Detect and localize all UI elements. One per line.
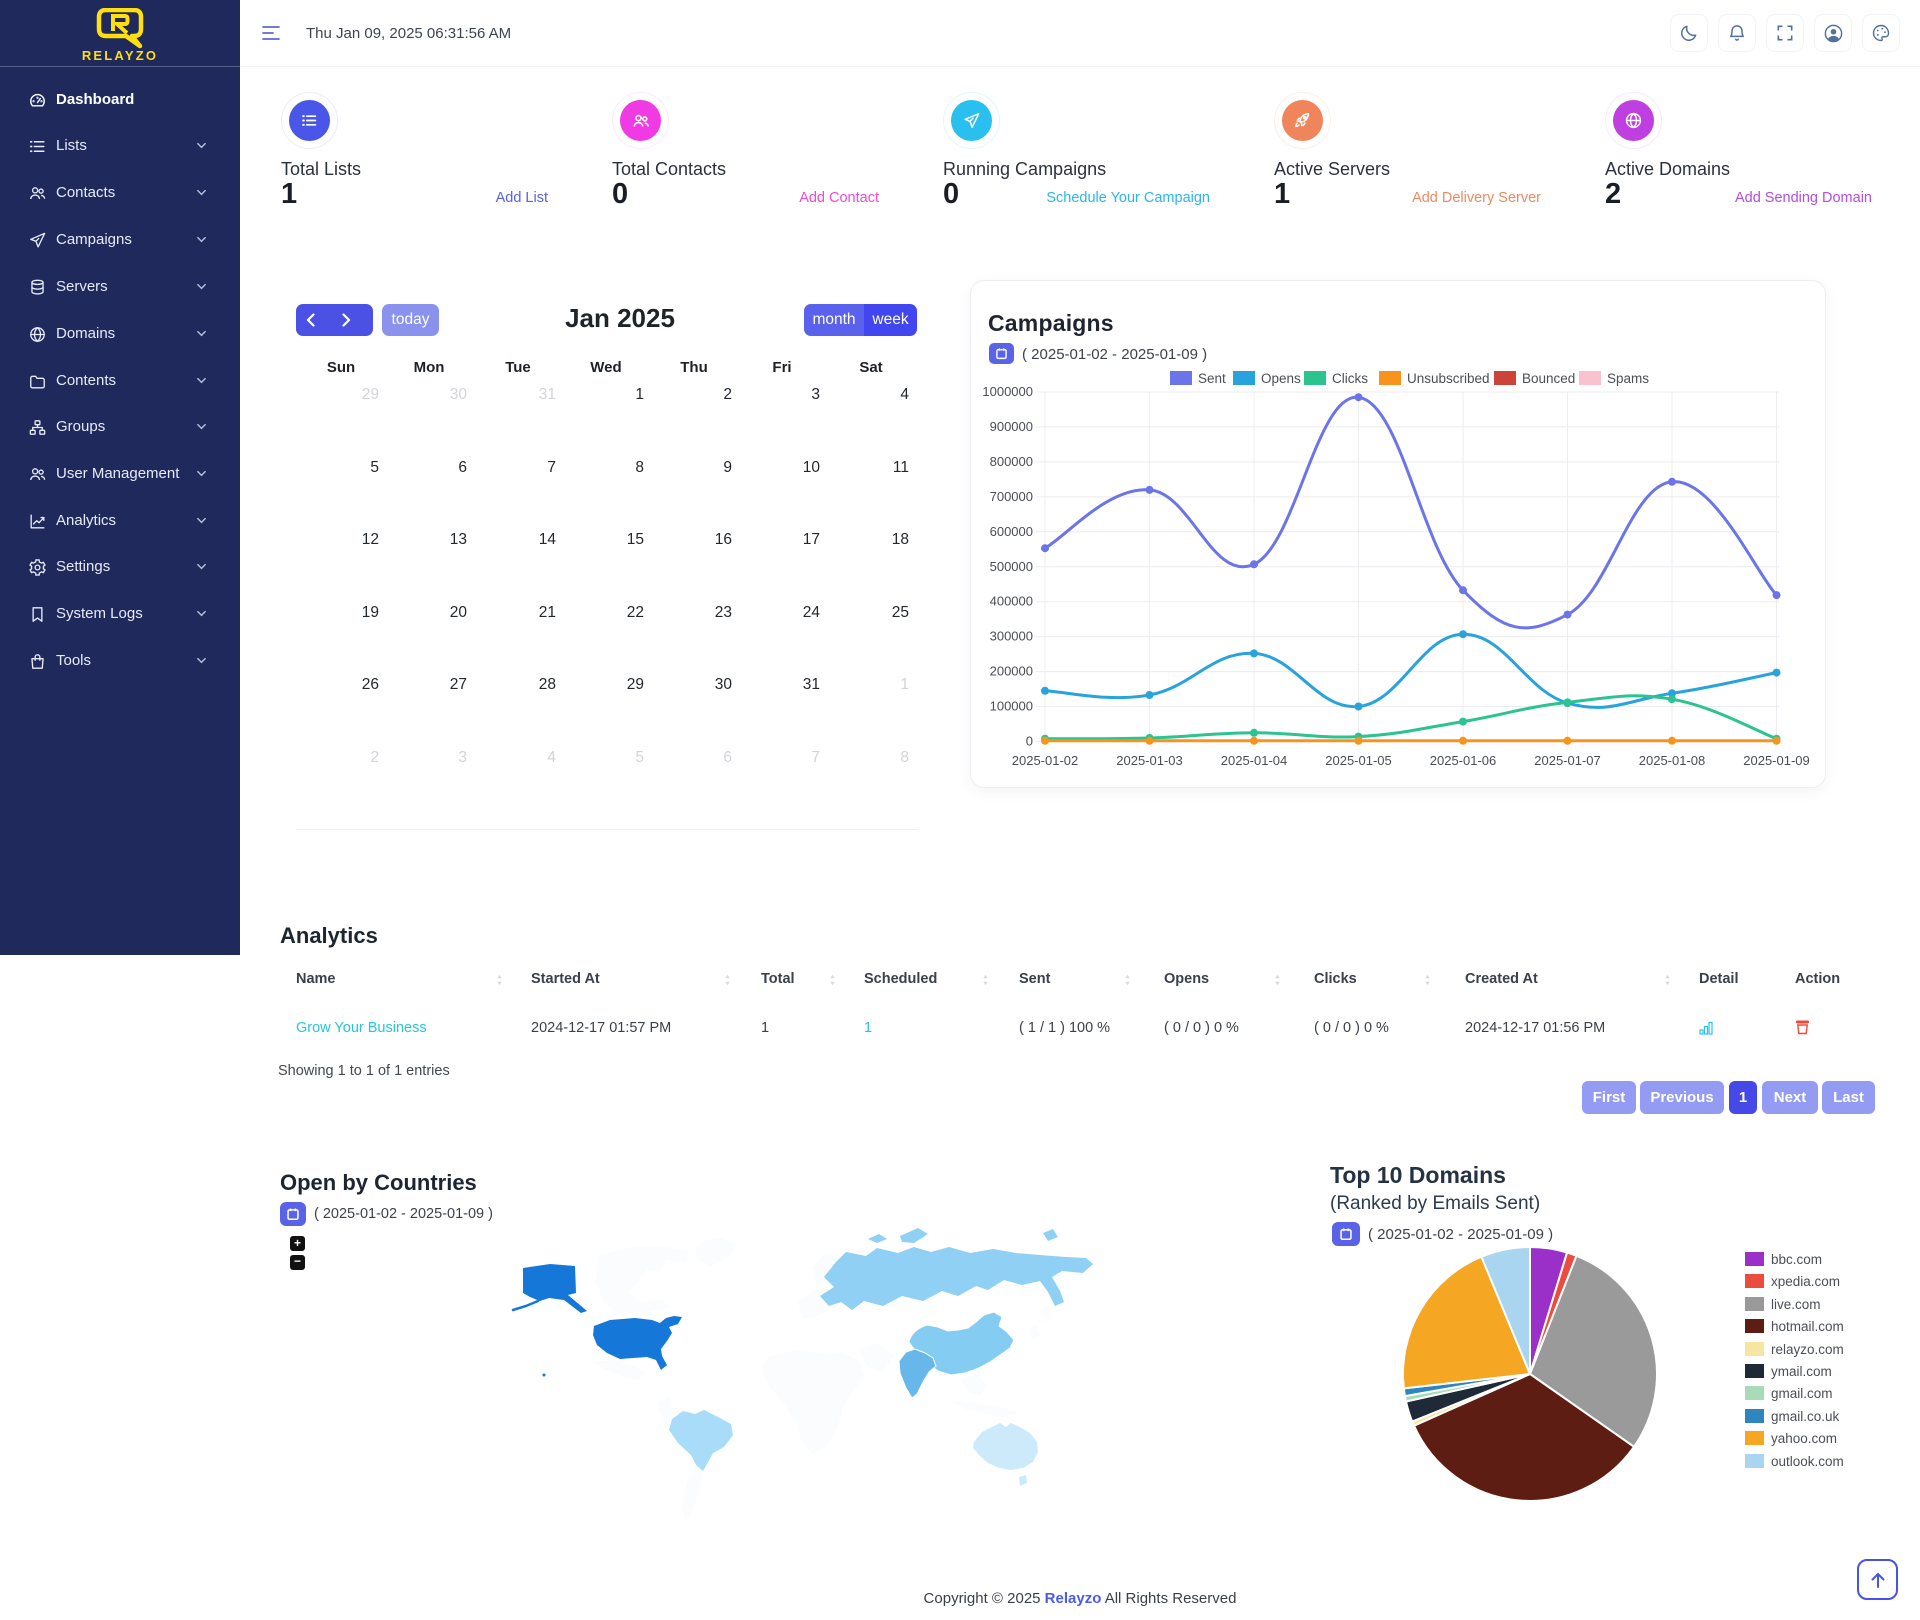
svg-text:1000000: 1000000 [982,384,1033,399]
svg-text:2025-01-08: 2025-01-08 [1639,753,1706,768]
svg-text:900000: 900000 [990,419,1033,434]
svg-text:600000: 600000 [990,524,1033,539]
svg-text:100000: 100000 [990,699,1033,714]
svg-text:500000: 500000 [990,559,1033,574]
svg-text:400000: 400000 [990,594,1033,609]
svg-text:300000: 300000 [990,629,1033,644]
svg-text:2025-01-05: 2025-01-05 [1325,753,1392,768]
svg-text:200000: 200000 [990,664,1033,679]
svg-text:2025-01-04: 2025-01-04 [1221,753,1288,768]
svg-text:2025-01-09: 2025-01-09 [1743,753,1810,768]
svg-text:2025-01-06: 2025-01-06 [1430,753,1497,768]
svg-text:700000: 700000 [990,489,1033,504]
svg-text:0: 0 [1026,734,1033,749]
svg-text:2025-01-07: 2025-01-07 [1534,753,1601,768]
svg-text:800000: 800000 [990,454,1033,469]
svg-text:2025-01-02: 2025-01-02 [1012,753,1079,768]
svg-text:2025-01-03: 2025-01-03 [1116,753,1183,768]
